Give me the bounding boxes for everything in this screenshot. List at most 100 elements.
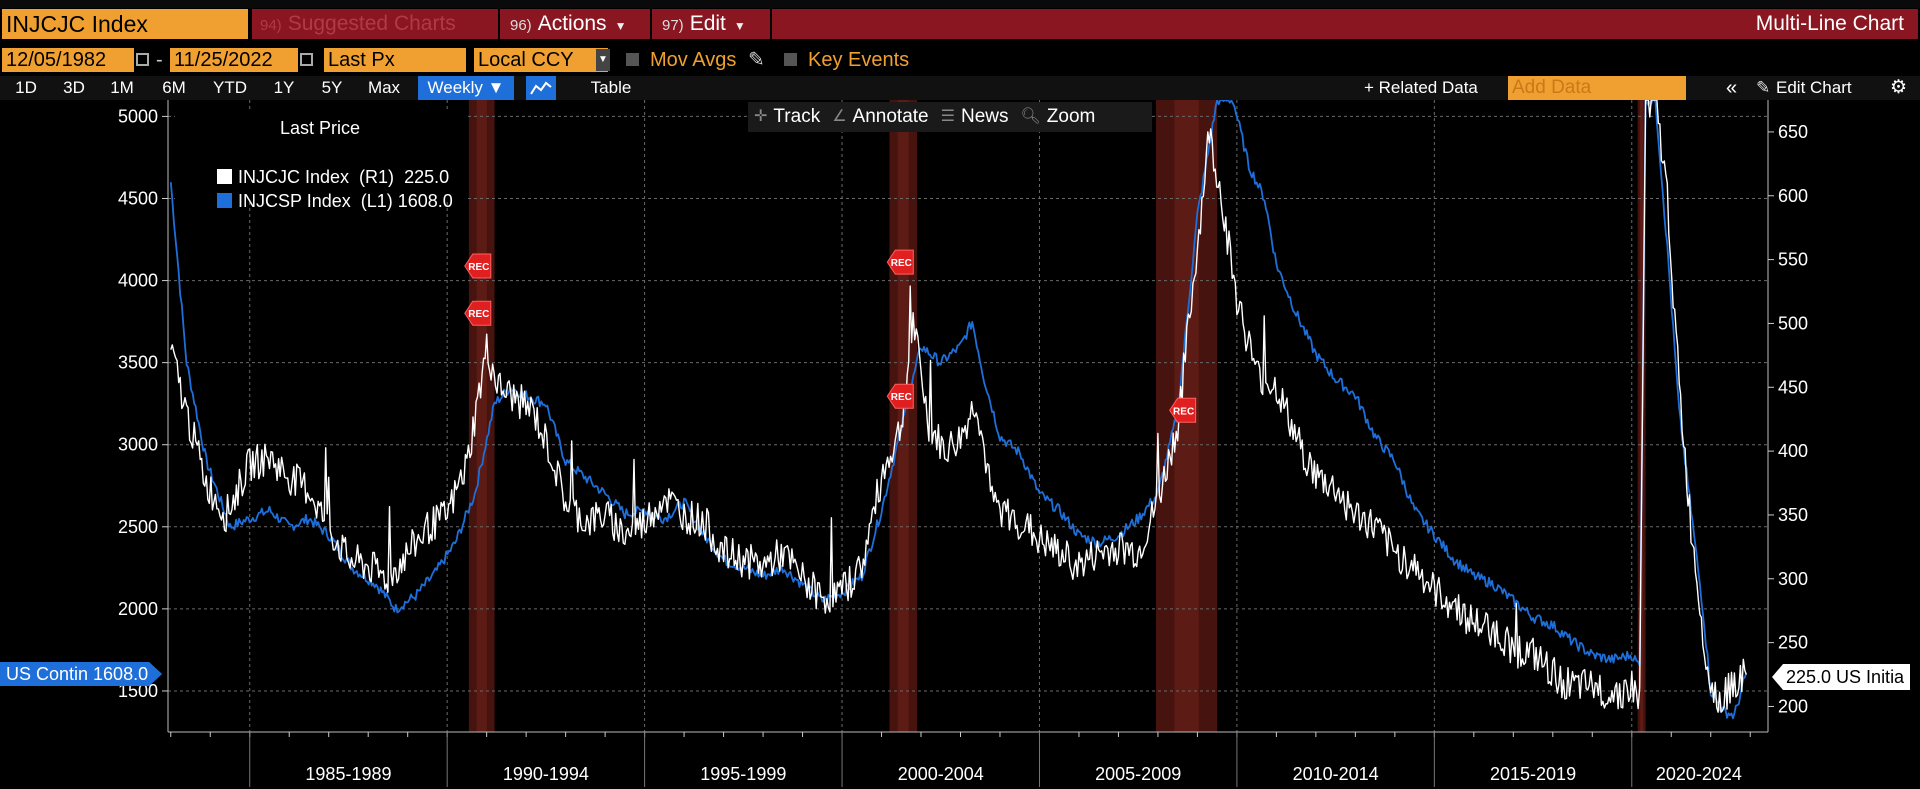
right-tick-label: 300: [1778, 569, 1808, 589]
field-selector[interactable]: Last Px: [324, 48, 466, 72]
menu-number: 97): [662, 17, 684, 34]
edit-chart-button[interactable]: Edit Chart: [1776, 78, 1852, 97]
gear-icon[interactable]: ⚙: [1890, 77, 1908, 98]
x-tick-label: 2020-2024: [1656, 764, 1742, 784]
left-axis-last-value-tag: US Contin 1608.0: [0, 662, 163, 686]
right-axis-last-value-tag: 225.0 US Initia: [1772, 664, 1911, 690]
mov-avgs-checkbox[interactable]: [626, 53, 639, 66]
track-button[interactable]: ✛ Track: [748, 102, 826, 132]
right-tick-label: 200: [1778, 696, 1808, 716]
legend-swatch: [217, 193, 233, 208]
suggested-charts-menu[interactable]: 94) Suggested Charts: [252, 9, 500, 39]
x-tick-label: 2015-2019: [1490, 764, 1576, 784]
legend-value: 225.0: [404, 167, 450, 187]
event-marker: REC: [886, 383, 914, 409]
top-strip: [0, 0, 1920, 8]
legend-row-injcsp[interactable]: INJCSP Index (L1) 1608.0: [187, 170, 453, 233]
chevron-down-icon: ▼: [614, 19, 627, 33]
range-1y[interactable]: 1Y: [273, 78, 295, 97]
right-tick-label: 600: [1778, 186, 1808, 206]
collapse-icon[interactable]: «: [1726, 77, 1738, 99]
range-5y[interactable]: 5Y: [321, 78, 343, 97]
menu-label: Actions: [537, 12, 607, 35]
gridlines: [168, 100, 1768, 732]
range-3d[interactable]: 3D: [63, 78, 85, 97]
recession-bands: [468, 100, 1646, 732]
event-marker-tag: [1169, 397, 1197, 423]
x-tick-label: 1990-1994: [503, 764, 589, 784]
zoom-icon: 🔍︎: [1020, 108, 1041, 125]
range-toolbar: 1D 3D 1M 6M YTD 1Y 5Y Max Weekly ▼ Table…: [0, 76, 1920, 100]
chevron-down-icon: ▼: [733, 19, 746, 33]
ticker-field[interactable]: INJCJC Index: [2, 9, 248, 39]
event-marker-label: REC: [468, 262, 489, 273]
event-markers: REC REC REC REC REC: [464, 249, 1197, 423]
menu-label: Edit: [689, 12, 726, 35]
calendar-icon[interactable]: [300, 53, 313, 66]
annotate-button[interactable]: ∠ Annotate: [826, 102, 934, 132]
table-button[interactable]: Table: [590, 78, 632, 97]
edit-menu[interactable]: 97) Edit ▼: [654, 9, 772, 39]
event-marker-label: REC: [468, 309, 489, 320]
start-date-field[interactable]: 12/05/1982: [2, 48, 134, 72]
legend-label: INJCJC Index (R1): [238, 167, 395, 187]
pencil-icon[interactable]: ✎: [748, 48, 768, 72]
add-data-input[interactable]: Add Data: [1508, 76, 1686, 100]
range-max[interactable]: Max: [367, 78, 401, 97]
legend-label: INJCSP Index (L1): [238, 191, 393, 211]
related-data-button[interactable]: + Related Data: [1364, 78, 1478, 97]
pencil-icon[interactable]: ✎: [1756, 78, 1771, 97]
periodicity-selector[interactable]: Weekly ▼: [418, 76, 514, 100]
series-line-injcjc: [170, 100, 1747, 713]
range-1m[interactable]: 1M: [110, 78, 134, 97]
range-ytd[interactable]: YTD: [213, 78, 247, 97]
event-marker-label: REC: [891, 258, 912, 269]
event-marker: REC: [464, 300, 492, 326]
right-tick-label: 500: [1778, 313, 1808, 333]
calendar-icon[interactable]: [136, 53, 149, 66]
legend-title: Last Price: [279, 118, 361, 138]
legend-row-injcjc[interactable]: INJCJC Index (R1) 225.0: [187, 146, 449, 209]
menu-label: Suggested Charts: [287, 12, 456, 35]
event-marker-tag: [464, 253, 492, 279]
mov-avgs-label[interactable]: Mov Avgs: [650, 48, 750, 72]
legend-value: 1608.0: [397, 191, 453, 211]
date-separator: -: [156, 48, 168, 72]
menu-number: 94): [260, 17, 282, 34]
key-events-label[interactable]: Key Events: [808, 48, 928, 72]
x-tick-label: 2000-2004: [898, 764, 984, 784]
news-label: News: [960, 106, 1009, 127]
event-marker-tag: [886, 383, 914, 409]
range-6m[interactable]: 6M: [162, 78, 186, 97]
news-button[interactable]: ☰ News: [935, 102, 1015, 132]
right-tick-label: 450: [1778, 377, 1808, 397]
currency-dropdown-icon[interactable]: ▼: [596, 49, 610, 71]
left-tick-label: 2000: [118, 599, 158, 619]
currency-selector[interactable]: Local CCY: [474, 48, 608, 72]
parameters-row: 12/05/1982 - 11/25/2022 Last Px Local CC…: [0, 48, 1920, 74]
right-tick-label: 650: [1778, 122, 1808, 142]
actions-menu[interactable]: 96) Actions ▼: [502, 9, 652, 39]
left-tick-label: 2500: [118, 517, 158, 537]
chart-type-label: Multi-Line Chart: [1755, 12, 1904, 35]
key-events-checkbox[interactable]: [784, 53, 797, 66]
track-label: Track: [773, 106, 821, 127]
event-marker-label: REC: [891, 392, 912, 403]
zoom-label: Zoom: [1046, 106, 1096, 127]
menu-number: 96): [510, 17, 532, 34]
legend[interactable]: Last Price INJCJC Index (R1) 225.0 INJCS…: [175, 112, 465, 211]
zoom-button[interactable]: 🔍︎ Zoom: [1014, 102, 1101, 132]
left-tick-label: 3000: [118, 435, 158, 455]
line-chart-icon[interactable]: [526, 76, 556, 100]
end-date-field[interactable]: 11/25/2022: [170, 48, 298, 72]
left-tick-label: 4000: [118, 271, 158, 291]
title-row: INJCJC Index 94) Suggested Charts 96) Acti…: [0, 8, 1920, 40]
right-tick-label: 400: [1778, 441, 1808, 461]
range-1d[interactable]: 1D: [15, 78, 37, 97]
left-tick-label: 5000: [118, 106, 158, 126]
menu-bar: 94) Suggested Charts 96) Actions ▼ 97) Edit ▼…: [252, 9, 1918, 39]
chart-plot-area[interactable]: 1500200025003000350040004500500020025030…: [0, 100, 1920, 789]
right-tick-label: 550: [1778, 250, 1808, 270]
left-tick-label: 4500: [118, 188, 158, 208]
